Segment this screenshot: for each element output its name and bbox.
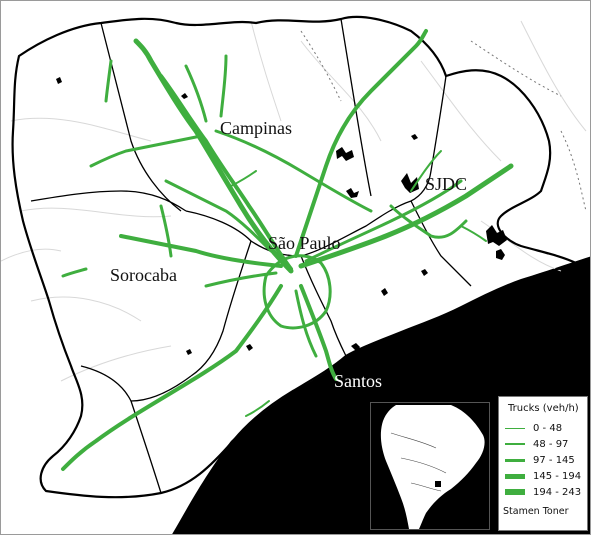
legend-label: 0 - 48 [533, 422, 563, 434]
legend-item: 194 - 243 [503, 484, 583, 500]
road-west-link [164, 179, 273, 253]
south-america-inset [370, 402, 490, 530]
legend-item: 97 - 145 [503, 452, 583, 468]
road-fernao-dias [294, 29, 428, 258]
legend-label: 194 - 243 [533, 486, 582, 498]
road-ne-spur [230, 170, 257, 187]
urban-speckles [56, 77, 507, 355]
road-ayrton-senna [304, 179, 463, 263]
road-far-north [104, 59, 113, 103]
legend-item: 48 - 97 [503, 436, 583, 452]
road-dutra [298, 163, 514, 269]
road-sp-ring [262, 254, 332, 330]
legend-item: 0 - 48 [503, 420, 583, 436]
city-label-sao-paulo: São Paulo [268, 233, 341, 253]
road-castelo-branco [119, 234, 283, 268]
inset-map [371, 403, 489, 529]
legend-item: 145 - 194 [503, 468, 583, 484]
legend-swatch [505, 489, 525, 495]
city-label-sorocaba: Sorocaba [110, 265, 177, 285]
dotted-boundaries [300, 30, 587, 212]
road-sjdc-north [410, 150, 442, 192]
road-bandeirantes [159, 74, 293, 271]
road-regis [61, 284, 283, 471]
inset-borders [390, 432, 447, 492]
legend: Trucks (veh/h) 0 - 48 48 - 97 97 - 145 1… [498, 396, 588, 531]
road-west-short [61, 267, 88, 278]
road-sjdc-east [389, 204, 468, 239]
legend-swatch [505, 458, 525, 462]
road-southeast [460, 225, 487, 242]
road-campinas-west [89, 134, 203, 168]
road-dom-pedro [214, 129, 373, 213]
legend-swatch [505, 473, 525, 479]
road-north-mogi [184, 64, 208, 123]
road-sorocaba-link [159, 204, 173, 258]
subregion-boundaries [30, 18, 472, 494]
inset-focus-marker [435, 481, 441, 487]
legend-label: 48 - 97 [533, 438, 569, 450]
region-boundary [11, 15, 579, 499]
road-litoral [245, 400, 270, 417]
legend-label: 145 - 194 [533, 470, 582, 482]
city-label-santos: Santos [334, 371, 383, 391]
map-credit: Stamen Toner [503, 506, 569, 517]
road-anchieta [299, 284, 338, 381]
road-campinas-north [219, 54, 228, 118]
legend-swatch [505, 443, 525, 445]
city-label-sjdc: SJDC [425, 174, 468, 194]
legend-label: 97 - 145 [533, 454, 575, 466]
truck-flows [61, 29, 514, 471]
legend-title: Trucks (veh/h) [508, 403, 579, 414]
legend-swatch [505, 427, 525, 429]
city-label-campinas: Campinas [220, 118, 292, 138]
road-anhanguera [133, 38, 294, 274]
